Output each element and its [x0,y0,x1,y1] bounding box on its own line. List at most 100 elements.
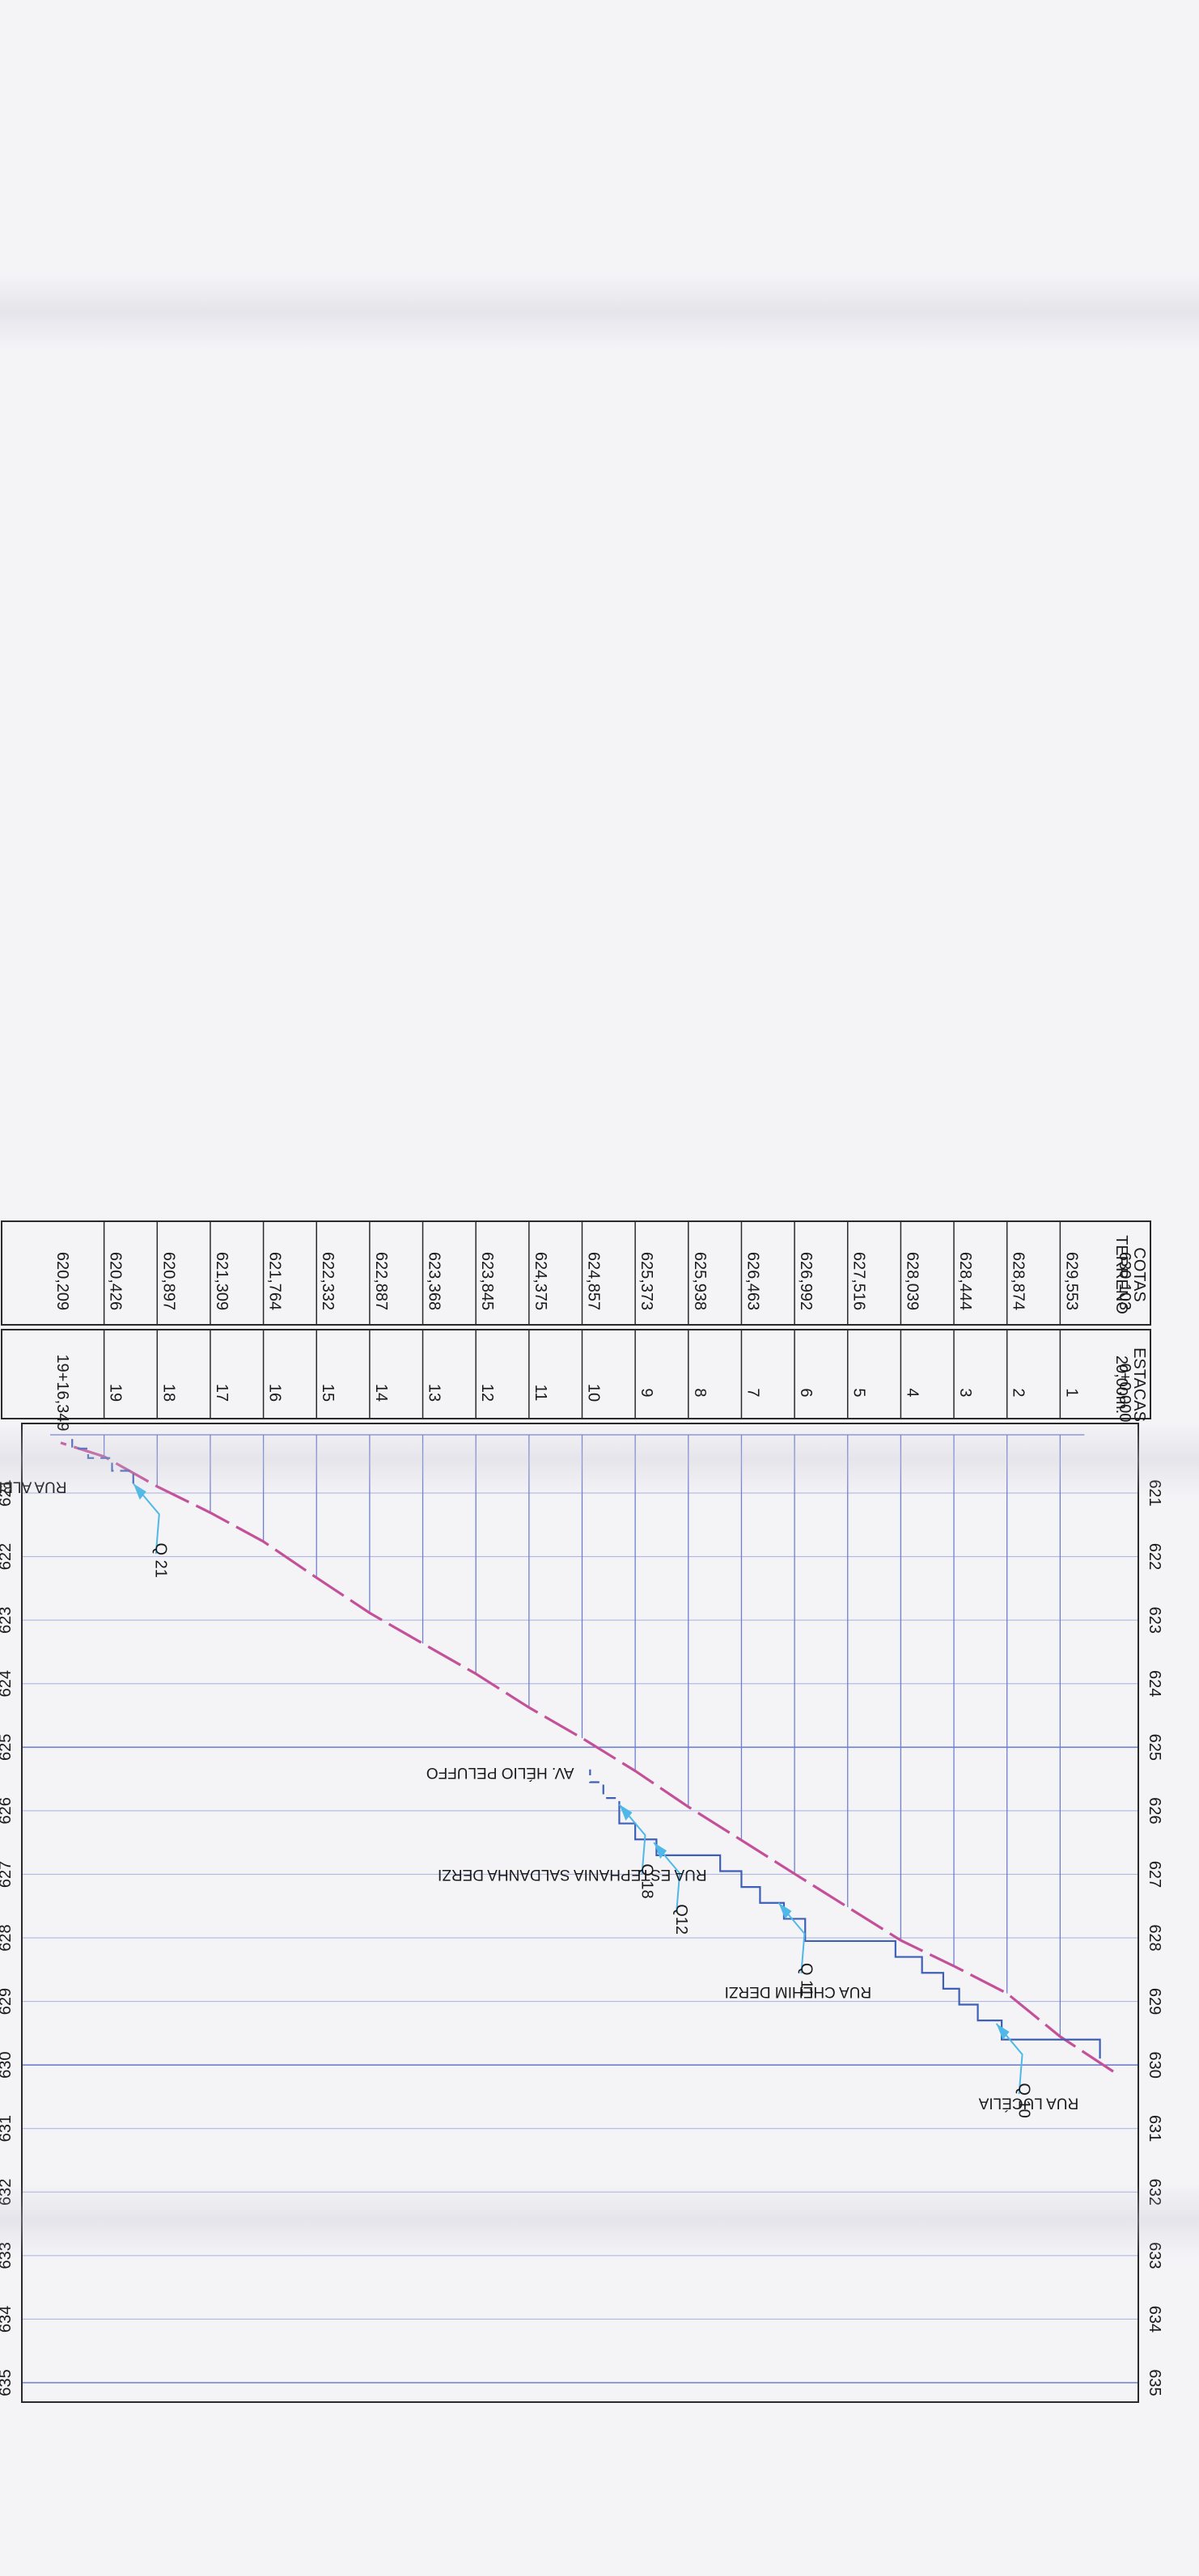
callout-arrowhead [654,1842,667,1859]
street-label: RUA CHEHIM DERZI [725,1983,872,2000]
table-header-spacing: 20,00m. [1112,1356,1130,1414]
cota-label: 623,845 [478,1252,496,1310]
station-label: 5 [850,1388,868,1397]
callout-label: Q 18 [638,1863,655,1898]
street-label: AV. HÉLIO PELUFFO [426,1764,574,1781]
cota-label: 620,426 [107,1252,125,1310]
callout-arrowhead [619,1804,633,1821]
y-tick-label: 634 [0,2306,15,2333]
cota-label: 622,887 [372,1252,390,1310]
station-label: 2 [1010,1388,1027,1397]
station-label: 6 [797,1388,815,1397]
callout: Q 21 [132,1483,170,1578]
station-label: 18 [159,1384,177,1402]
cota-label: 628,874 [1010,1252,1027,1310]
station-label: 11 [532,1385,549,1402]
cota-label: 626,992 [797,1252,815,1310]
station-label: 16 [266,1384,284,1402]
y-tick-label: 622 [0,1543,15,1570]
cota-label: 626,463 [744,1252,761,1310]
y-tick-label: 632 [1146,2179,1163,2206]
station-label: 10 [584,1384,602,1402]
y-tick-label: 625 [1146,1734,1163,1761]
y-tick-label: 635 [1146,2369,1163,2396]
y-tick-label: 629 [0,1988,15,2015]
y-tick-label: 624 [0,1670,15,1697]
stepped-line [618,1810,1101,2059]
station-lines [50,1434,1085,2037]
y-tick-label: 625 [0,1734,15,1761]
station-label: 13 [426,1384,443,1402]
y-tick-label: 627 [0,1861,15,1888]
y-tick-label: 623 [1146,1606,1163,1633]
cota-label: 620,897 [159,1252,177,1310]
y-tick-label: 631 [1146,2115,1163,2142]
street-label: RUA ALBERTA DERZI CHEMIM [0,1478,67,1495]
y-axis-ticks: 635 635 634 634 633 633 632 632 631 631 630 630 629 6… [0,1479,1163,2396]
station-label: 19 [107,1384,125,1402]
y-tick-label: 626 [1146,1797,1163,1824]
y-tick-label: 623 [0,1606,15,1633]
station-label: 8 [691,1388,709,1397]
annotations: Q 10 Q 11 Q12 Q 18 Q 21 RUA LUCÉLIA RUA CHEHIM… [0,1478,1078,2118]
chart-frame [21,1423,1139,2403]
station-label: 4 [903,1388,921,1397]
table-row-frame [1,1220,1151,1326]
stepped-line-dashed [589,1769,621,1811]
callout-arrowhead [996,2024,1010,2041]
callout-label: Q 21 [152,1543,170,1578]
y-tick-label: 630 [0,2051,15,2078]
street-label: RUA ESTEPHANIA SALDANHA DERZI [438,1866,707,1883]
y-tick-label: 632 [0,2179,15,2206]
grid [22,1492,1138,2384]
street-label: RUA LUCÉLIA [978,2095,1078,2112]
table-header-terreno: TERRENO [1112,1235,1130,1314]
y-tick-label: 630 [1146,2051,1163,2078]
series [60,1439,1114,2073]
cota-label: 629,553 [1062,1252,1080,1310]
cota-label: 621,309 [213,1252,231,1310]
cota-label: 625,938 [691,1252,709,1310]
callout: Q 10 [995,2023,1033,2118]
cota-label: 623,368 [426,1252,443,1310]
y-tick-label: 621 [0,1479,15,1506]
table-header-cotas: COTAS [1130,1247,1148,1301]
station-label: 1 [1062,1388,1080,1397]
paper-fold [0,1423,1199,1496]
cota-label: 620,209 [53,1252,71,1310]
y-tick-label: 635 [0,2369,15,2396]
y-tick-label: 633 [0,2242,15,2269]
cota-label: 628,039 [903,1252,921,1310]
cota-label: 625,373 [638,1252,655,1310]
station-label: 9 [638,1388,655,1397]
y-tick-label: 626 [0,1797,15,1824]
cota-label: 628,444 [956,1252,974,1310]
station-label: 3 [956,1388,974,1397]
paper-fold [0,2184,1199,2257]
callout-arrowhead [133,1483,146,1500]
station-label: 7 [744,1388,761,1397]
callout: Q12 [653,1842,690,1935]
callout: Q 11 [777,1902,815,1997]
cota-label: 624,857 [584,1252,602,1310]
cota-label: 624,375 [532,1252,549,1310]
terrain-profile [60,1441,1114,2073]
station-label: 12 [478,1384,496,1402]
callout: Q 18 [618,1804,655,1899]
stepped-line-dashed [71,1439,134,1484]
data-table: 0+0,000 630,103 1 629,553 2 628,874 3 628,444 4 6… [1,1220,1151,1432]
callout-label: Q 10 [1015,2083,1033,2117]
table-header-estacas: ESTACAS [1130,1347,1148,1422]
cota-label: 627,516 [850,1252,868,1310]
y-tick-label: 633 [1146,2242,1163,2269]
station-label: 17 [213,1384,231,1402]
station-label: 14 [372,1384,390,1402]
cota-label: 622,332 [319,1252,337,1310]
callout-label: Q12 [672,1904,690,1935]
y-tick-label: 631 [0,2115,15,2142]
cota-label: 621,764 [266,1252,284,1310]
station-label: 15 [319,1384,337,1402]
callout-arrowhead [778,1902,792,1919]
